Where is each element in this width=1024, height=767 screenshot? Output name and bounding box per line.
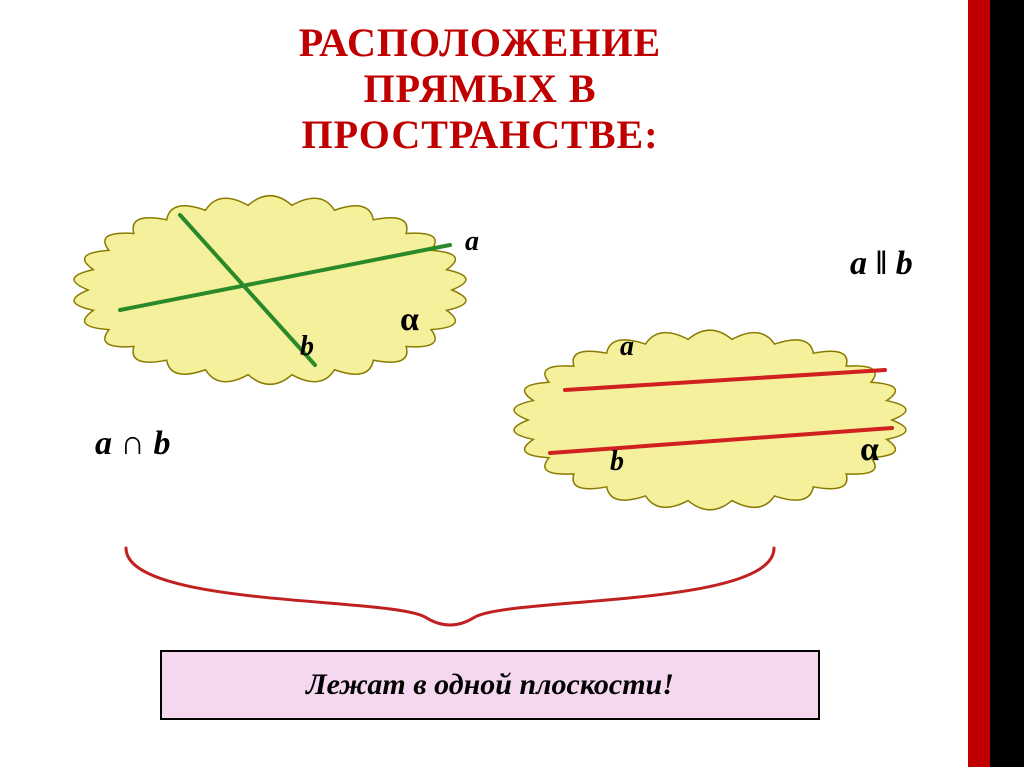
conclusion-text: Лежат в одной плоскости!: [306, 668, 674, 702]
title-line-0: РАСПОЛОЖЕНИЕ: [0, 20, 960, 66]
curly-brace: [120, 540, 780, 635]
plane-label-1: b: [300, 331, 314, 362]
plane-label-2: α: [400, 301, 419, 338]
burst-shape: [514, 330, 906, 510]
burst-shape: [74, 196, 466, 385]
conclusion-box: Лежат в одной плоскости!: [160, 650, 820, 720]
plane-label-0: a: [465, 226, 479, 257]
plane-label-1: b: [610, 446, 624, 477]
plane-parallel: a b α: [490, 315, 930, 525]
plane-label-0: a: [620, 331, 634, 362]
plane-intersecting: a b α: [50, 180, 490, 400]
title-line-1: ПРЯМЫХ В: [0, 66, 960, 112]
title-line-2: ПРОСТРАНСТВЕ:: [0, 112, 960, 158]
plane-label-2: α: [860, 431, 879, 468]
sidebar-accent: [968, 0, 990, 767]
caption-intersecting: a ∩ b: [95, 425, 170, 463]
sidebar-black: [990, 0, 1024, 767]
caption-parallel: a ǁ b: [850, 245, 913, 283]
brace-path: [126, 548, 774, 625]
page-title: РАСПОЛОЖЕНИЕ ПРЯМЫХ В ПРОСТРАНСТВЕ:: [0, 20, 960, 158]
